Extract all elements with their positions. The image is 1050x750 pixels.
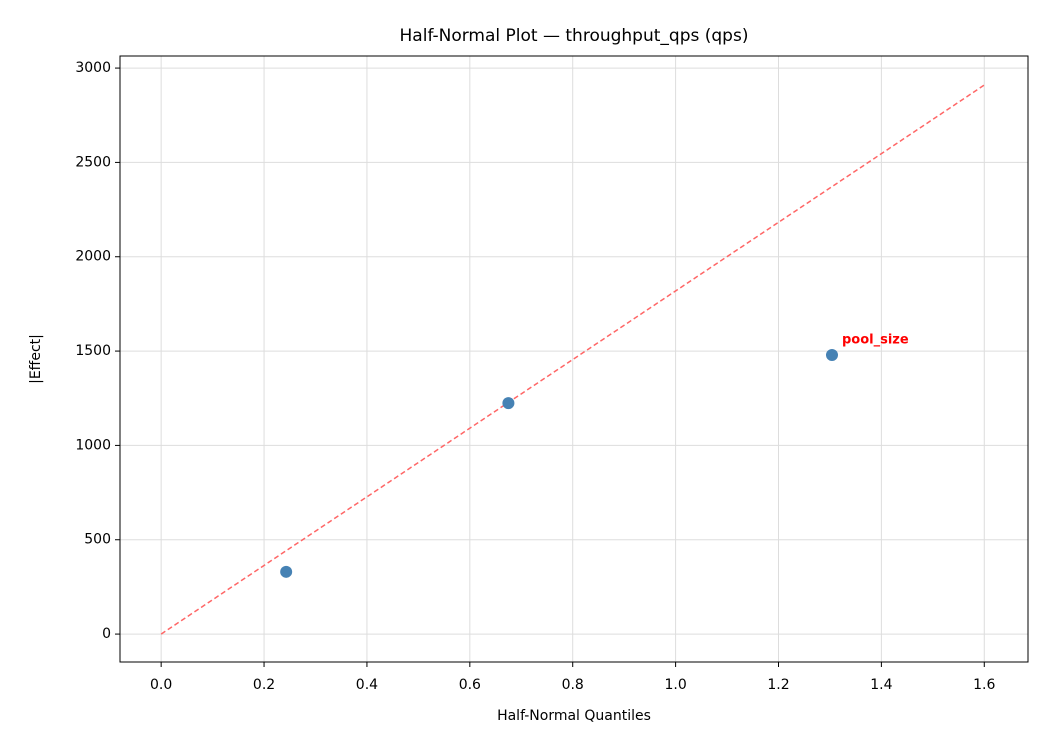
chart-title: Half-Normal Plot — throughput_qps (qps) (400, 26, 749, 46)
reference-line (160, 84, 985, 635)
x-tick-label: 1.0 (664, 677, 686, 693)
data-point (502, 397, 515, 410)
y-tick-label: 500 (84, 532, 111, 548)
x-axis-label: Half-Normal Quantiles (497, 708, 651, 724)
x-tick-label: 0.4 (356, 677, 378, 693)
y-tick-label: 2500 (75, 154, 111, 170)
y-tick-label: 3000 (75, 60, 111, 76)
plot-frame (119, 55, 1029, 663)
data-point (825, 349, 838, 362)
data-point (280, 565, 293, 578)
y-tick-label: 2000 (75, 249, 111, 265)
x-tick-label: 1.4 (870, 677, 892, 693)
x-tick-label: 0.8 (562, 677, 584, 693)
x-tick-label: 0.2 (253, 677, 275, 693)
y-axis-label: |Effect| (28, 334, 44, 384)
y-tick-label: 1500 (75, 343, 111, 359)
x-tick-label: 0.0 (150, 677, 172, 693)
y-tick-label: 0 (102, 626, 111, 642)
x-tick-label: 0.6 (459, 677, 481, 693)
y-tick-label: 1000 (75, 437, 111, 453)
x-tick-label: 1.2 (767, 677, 789, 693)
annotation: pool_size (842, 333, 909, 348)
x-tick-label: 1.6 (973, 677, 995, 693)
